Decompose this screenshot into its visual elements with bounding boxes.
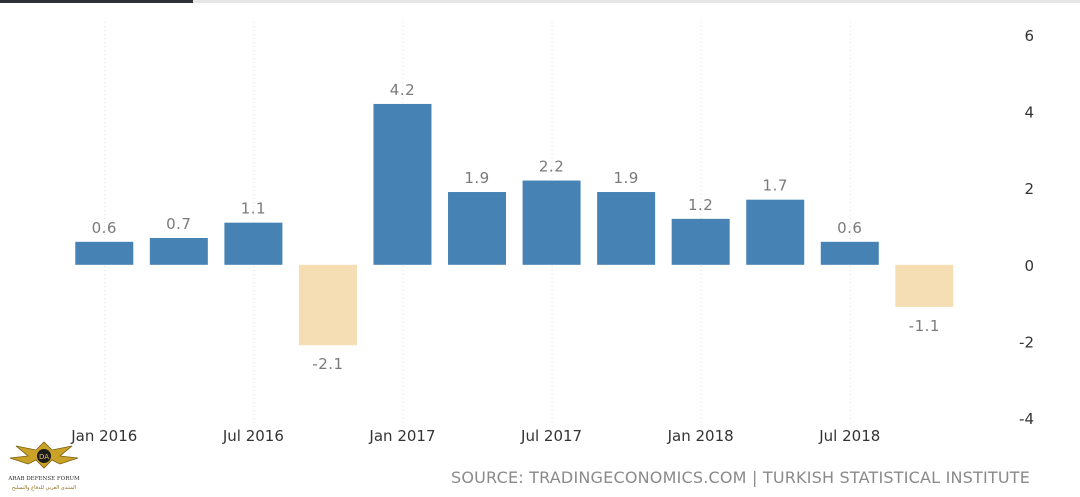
x-axis-ticks: Jan 2016 Jul 2016 Jan 2017 Jul 2017 Jan 2018… (70, 427, 880, 445)
value-label-6: 1.9 (464, 169, 489, 187)
value-label-4: -2.1 (312, 355, 343, 373)
bar-q3-2018 (895, 264, 954, 307)
bar-q1-2018 (746, 199, 805, 265)
value-label-11: 0.6 (837, 219, 862, 237)
y-tick-label-2: 4 (1024, 104, 1034, 122)
source-attribution: SOURCE: TRADINGECONOMICS.COM | TURKISH S… (451, 468, 1031, 487)
value-label-5: 4.2 (390, 81, 415, 99)
arab-defense-forum-logo: DA ARAB DEFENSE FORUM المنتدى العربي للد… (7, 441, 80, 491)
y-tick-label-1: 6 (1024, 27, 1034, 45)
x-tick-label-2: Jul 2016 (222, 427, 284, 445)
y-tick-label-5: -2 (1019, 333, 1034, 351)
value-label-8: 1.9 (613, 169, 638, 187)
bar-q4-2017 (671, 218, 730, 265)
value-label-3: 1.1 (241, 200, 266, 218)
x-tick-label-5: Jan 2018 (667, 427, 734, 445)
value-label-12: -1.1 (909, 317, 940, 335)
bar-q1-2017 (448, 192, 507, 265)
bar-q4-2015 (75, 241, 134, 265)
top-bar-light (193, 0, 1080, 3)
top-bar-dark (0, 0, 193, 3)
x-tick-label-4: Jul 2017 (520, 427, 582, 445)
svg-text:ARAB DEFENSE FORUM: ARAB DEFENSE FORUM (7, 476, 80, 482)
bar-q2-2017 (522, 180, 581, 265)
x-tick-label-3: Jan 2017 (368, 427, 435, 445)
y-tick-label-3: 2 (1024, 180, 1034, 198)
bar-q2-2018 (820, 241, 879, 265)
x-tick-label-1: Jan 2016 (70, 427, 137, 445)
bar-q3-2017 (597, 192, 656, 265)
value-labels: 0.6 0.7 1.1 -2.1 4.2 1.9 2.2 1.9 1.2 1.7 0.6 -1.1 (92, 81, 940, 373)
x-tick-label-6: Jul 2018 (818, 427, 880, 445)
y-tick-label-4: 0 (1024, 257, 1034, 275)
bars (75, 103, 954, 346)
bar-q4-2016 (373, 103, 432, 265)
bar-q1-2016 (149, 237, 208, 265)
bar-q3-2016 (298, 264, 357, 346)
value-label-2: 0.7 (166, 215, 191, 233)
value-label-9: 1.2 (688, 196, 713, 214)
bar-q2-2016 (224, 222, 283, 265)
svg-text:DA: DA (39, 453, 49, 461)
value-label-10: 1.7 (763, 177, 788, 195)
svg-text:المنتدى العربي للدفاع والتسليح: المنتدى العربي للدفاع والتسليح (12, 485, 76, 491)
y-axis-ticks: 6 4 2 0 -2 -4 (1019, 27, 1034, 428)
y-tick-label-6: -4 (1019, 410, 1034, 428)
value-label-7: 2.2 (539, 158, 564, 176)
value-label-1: 0.6 (92, 219, 117, 237)
